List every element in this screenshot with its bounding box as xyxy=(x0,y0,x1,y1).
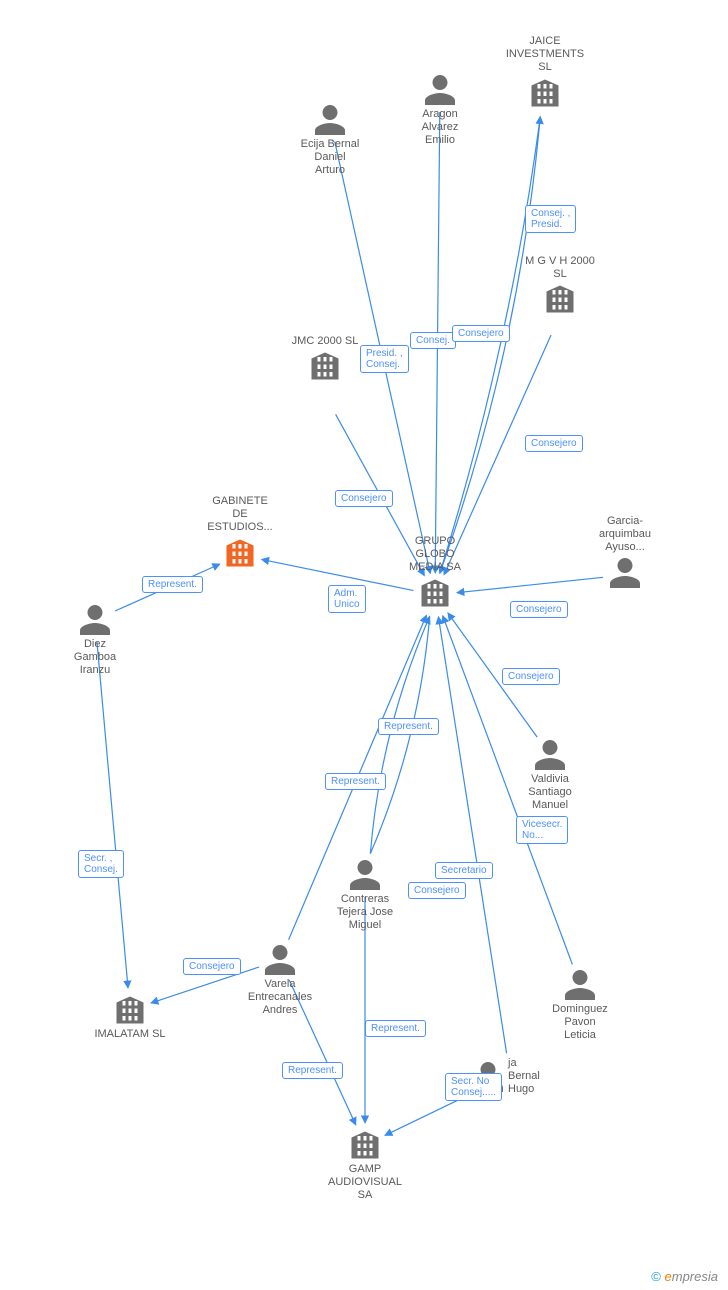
edge-label: Represent. xyxy=(325,773,386,790)
node-label: ValdiviaSantiagoManuel xyxy=(510,773,590,813)
brand-rest: mpresia xyxy=(672,1269,718,1284)
diagram-canvas: Ecija BernalDanielArturo AragonAlvarezEmi… xyxy=(0,0,728,1290)
company-icon xyxy=(542,281,578,317)
node-aragon[interactable]: AragonAlvarezEmilio xyxy=(400,72,480,148)
edge-label: Consejero xyxy=(335,490,393,507)
edge-label: Represent. xyxy=(142,576,203,593)
node-globo[interactable]: GRUPOGLOBOMEDIA SA xyxy=(395,535,475,611)
person-icon xyxy=(562,967,598,1003)
node-contreras[interactable]: ContrerasTejera JoseMiguel xyxy=(325,857,405,933)
node-label: AragonAlvarezEmilio xyxy=(400,108,480,148)
node-label: IMALATAM SL xyxy=(90,1028,170,1041)
edge-label: Consej. ,Presid. xyxy=(525,205,576,233)
company-icon xyxy=(112,992,148,1028)
node-garcia[interactable]: Garcia-arquimbauAyuso... xyxy=(585,515,665,591)
brand-e: e xyxy=(665,1269,672,1284)
company-icon xyxy=(527,75,563,111)
node-label: M G V H 2000 SL xyxy=(520,255,600,281)
person-icon xyxy=(607,555,643,591)
company-icon xyxy=(347,1127,383,1163)
node-label: VarelaEntrecanalesAndres xyxy=(240,978,320,1018)
edge-label: Consejero xyxy=(408,882,466,899)
node-label: ContrerasTejera JoseMiguel xyxy=(325,893,405,933)
copyright-symbol: © xyxy=(651,1269,661,1284)
node-jmc[interactable]: JMC 2000 SL xyxy=(285,335,365,384)
edge-label: Consejero xyxy=(510,601,568,618)
company-icon xyxy=(307,348,343,384)
node-ecija_daniel[interactable]: Ecija BernalDanielArturo xyxy=(290,102,370,178)
node-label: GAMPAUDIOVISUAL SA xyxy=(325,1163,405,1203)
node-varela[interactable]: VarelaEntrecanalesAndres xyxy=(240,942,320,1018)
edge-label: Consejero xyxy=(452,325,510,342)
edge-label: Consejero xyxy=(525,435,583,452)
copyright: © empresia xyxy=(651,1269,718,1284)
node-label: Ecija BernalDanielArturo xyxy=(290,138,370,178)
person-icon xyxy=(532,737,568,773)
company-icon xyxy=(222,535,258,571)
person-icon xyxy=(262,942,298,978)
person-icon xyxy=(422,72,458,108)
node-imalatam[interactable]: IMALATAM SL xyxy=(90,992,170,1041)
person-icon xyxy=(312,102,348,138)
edge-label: Secretario xyxy=(435,862,493,879)
company-icon xyxy=(417,575,453,611)
node-mgvh[interactable]: M G V H 2000 SL xyxy=(520,255,600,317)
person-icon xyxy=(77,602,113,638)
node-gabinete[interactable]: GABINETEDEESTUDIOS... xyxy=(200,495,280,571)
node-label: JAICEINVESTMENTS SL xyxy=(505,35,585,75)
node-label: ja BernalHugo xyxy=(508,1057,550,1097)
edge-label: Represent. xyxy=(378,718,439,735)
edge-label: Vicesecr.No... xyxy=(516,816,568,844)
edge-label: Secr. ,Consej. xyxy=(78,850,124,878)
node-valdivia[interactable]: ValdiviaSantiagoManuel xyxy=(510,737,590,813)
node-label: Garcia-arquimbauAyuso... xyxy=(585,515,665,555)
node-label: GRUPOGLOBOMEDIA SA xyxy=(395,535,475,575)
edge-label: Secr. NoConsej..... xyxy=(445,1073,502,1101)
node-label: GABINETEDEESTUDIOS... xyxy=(200,495,280,535)
edge-label: Presid. ,Consej. xyxy=(360,345,409,373)
node-diez[interactable]: DiezGamboaIranzu xyxy=(55,602,135,678)
edge-label: Adm.Unico xyxy=(328,585,366,613)
node-dominguez[interactable]: DominguezPavonLeticia xyxy=(540,967,620,1043)
edge-label: Consej. xyxy=(410,332,456,349)
edge-label: Consejero xyxy=(502,668,560,685)
node-label: JMC 2000 SL xyxy=(285,335,365,348)
edge-label: Consejero xyxy=(183,958,241,975)
node-label: DominguezPavonLeticia xyxy=(540,1003,620,1043)
node-jaice[interactable]: JAICEINVESTMENTS SL xyxy=(505,35,585,111)
node-label: DiezGamboaIranzu xyxy=(55,638,135,678)
node-gamp[interactable]: GAMPAUDIOVISUAL SA xyxy=(325,1127,405,1203)
edge-label: Represent. xyxy=(282,1062,343,1079)
edge-label: Represent. xyxy=(365,1020,426,1037)
person-icon xyxy=(347,857,383,893)
